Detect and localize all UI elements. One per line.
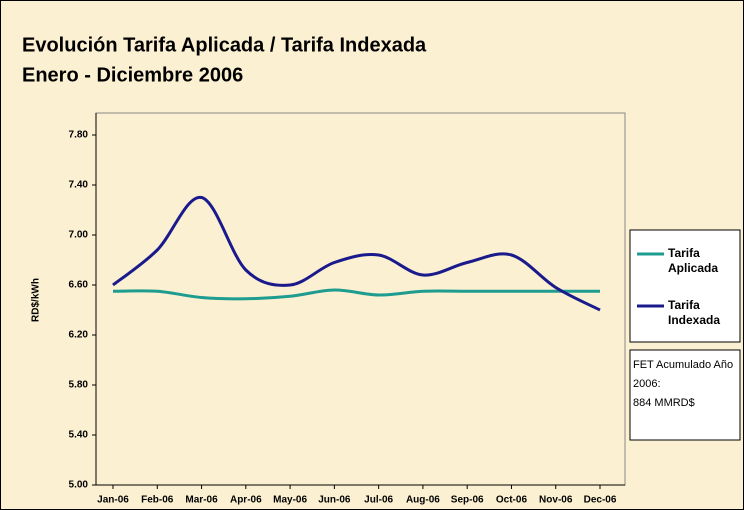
- legend-entry: Tarifa Aplicada: [668, 246, 719, 275]
- series-line: [112, 288, 600, 301]
- x-tick-label: Nov-06: [539, 495, 573, 506]
- legend-label: Tarifa Indexada: [668, 298, 721, 327]
- legend-label: Tarifa Aplicada: [668, 246, 719, 275]
- y-tick-label: 5.00: [69, 480, 89, 491]
- series-line: [112, 195, 601, 312]
- x-tick-label: Mar-06: [185, 495, 218, 506]
- chart-title: Evolución Tarifa Aplicada / Tarifa Index…: [22, 34, 427, 56]
- annotation-line: FET Acumulado Año: [633, 359, 734, 371]
- y-tick-label: 7.00: [69, 230, 89, 241]
- x-tick-label: Jun-06: [318, 495, 351, 506]
- annotation-line: 2006:: [633, 378, 661, 390]
- annotation-line: 884 MMRD$: [633, 397, 695, 409]
- x-tick-label: Apr-06: [230, 495, 262, 506]
- annotation: FET Acumulado Año 2006: 884 MMRD$: [630, 350, 740, 419]
- x-tick-label: Feb-06: [141, 495, 174, 506]
- y-tick-label: 6.60: [69, 280, 89, 291]
- y-tick-label: 6.20: [69, 330, 89, 341]
- legend-box: [629, 229, 741, 343]
- legend-entry: Tarifa Indexada: [668, 298, 721, 327]
- chart-subtitle: Enero - Diciembre 2006: [22, 64, 243, 86]
- x-tick-label: May-06: [273, 495, 307, 506]
- annotation-text: FET Acumulado Año 2006: 884 MMRD$: [630, 350, 740, 419]
- x-tick-label: Jan-06: [97, 495, 129, 506]
- x-tick-label: Jul-06: [364, 495, 393, 506]
- x-tick-label: Oct-06: [496, 495, 528, 506]
- x-tick-label: Dec-06: [584, 495, 617, 506]
- y-tick-label: 5.80: [69, 380, 89, 391]
- y-tick-label: 7.80: [69, 130, 89, 141]
- y-tick-label: 7.40: [69, 180, 89, 191]
- y-axis-label: RD$/kWh: [31, 278, 42, 322]
- x-tick-label: Aug-06: [406, 495, 440, 506]
- annotation-box: [629, 349, 741, 441]
- x-tick-label: Sep-06: [451, 495, 484, 506]
- y-tick-label: 5.40: [69, 430, 89, 441]
